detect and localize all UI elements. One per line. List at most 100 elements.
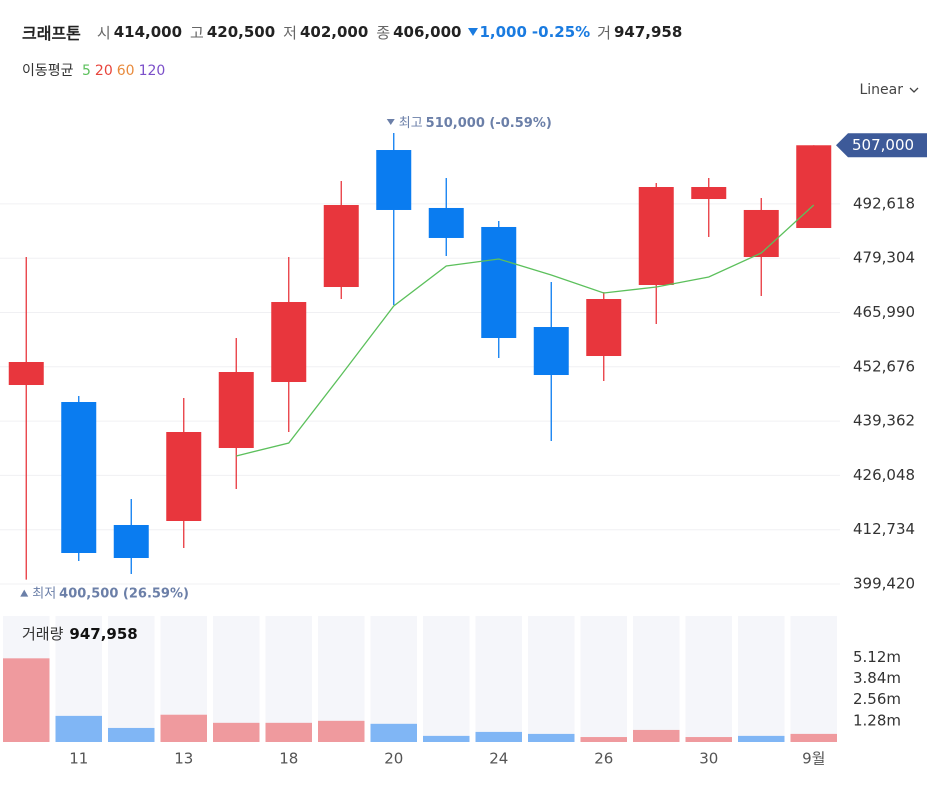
y-tick-label: 412,734: [853, 520, 915, 538]
y-tick-label: 465,990: [853, 303, 915, 321]
candle-body: [533, 327, 569, 376]
min-marker: [20, 589, 29, 597]
candle-body: [271, 302, 307, 383]
max-label: 최고: [399, 116, 423, 131]
candle-body: [638, 187, 674, 286]
y-tick-label: 439,362: [853, 412, 915, 430]
y-tick-label: 426,048: [853, 466, 915, 484]
legend-title: 이동평균: [22, 63, 74, 79]
label: 저: [283, 23, 297, 42]
legend-entry: 5: [81, 63, 91, 79]
scale-label: Linear: [859, 82, 903, 98]
volume-title-label: 거래량: [22, 625, 64, 643]
legend-entry: 120: [138, 63, 166, 79]
volume-column-bg: [738, 616, 785, 742]
candle-body: [743, 209, 779, 258]
volume-tick-label: 5.12m: [853, 648, 901, 666]
volume-bar: [55, 715, 102, 742]
value: 947,958: [613, 23, 683, 41]
x-tick-label: 13: [174, 750, 193, 768]
y-tick-label: 452,676: [853, 357, 915, 375]
volume-bar: [370, 723, 417, 742]
volume-column-bg: [3, 616, 50, 742]
x-tick-label: 30: [699, 750, 718, 768]
volume-column-bg: [160, 616, 207, 742]
volume-bar: [265, 722, 312, 742]
x-tick-label: 11: [69, 750, 88, 768]
volume-title: 거래량 947,958: [22, 625, 138, 643]
x-tick-label: 24: [489, 750, 508, 768]
min-annotation: 최저 400,500 (26.59%): [32, 586, 189, 601]
candle-body: [323, 205, 359, 288]
volume-bar: [423, 735, 470, 742]
label: 고: [190, 23, 204, 42]
volume-bar: [528, 733, 575, 742]
x-tick-label: 20: [384, 750, 403, 768]
last-price-tag: [836, 133, 927, 158]
x-tick-label: 9월: [802, 750, 825, 768]
candle-body: [166, 432, 202, 521]
volume-column-bg: [475, 616, 522, 742]
moving-average-legend: 이동평균 5 20 60 120: [22, 60, 169, 80]
volume-bar: [685, 737, 732, 742]
chevron: [909, 87, 919, 93]
volume-column-bg: [580, 616, 627, 742]
moving-average-line: [236, 204, 815, 457]
volume-column-bg: [55, 616, 102, 742]
volume-tick-label: 1.28m: [853, 711, 901, 729]
volume-bar: [580, 737, 627, 742]
volume-column-bg: [423, 616, 470, 742]
volume-bar: [108, 727, 155, 742]
max-value: 510,000 (-0.59%): [426, 116, 552, 131]
value: 420,500: [206, 23, 276, 41]
max-annotation: 최고 510,000 (-0.59%): [399, 116, 552, 131]
candle-body: [481, 226, 517, 339]
candle-body: [428, 207, 464, 238]
volume-column-bg: [108, 616, 155, 742]
max-marker: [386, 119, 395, 126]
y-tick-label: 492,618: [853, 194, 915, 212]
scale-dropdown[interactable]: Linear: [859, 82, 919, 98]
volume-column-bg: [213, 616, 260, 742]
volume-bar: [475, 731, 522, 742]
value: 414,000: [113, 23, 183, 41]
value: 406,000: [393, 23, 462, 41]
candle-body: [586, 299, 622, 357]
x-tick-label: 26: [594, 750, 613, 768]
volume-bar: [3, 658, 50, 742]
volume-column-bg: [370, 616, 417, 742]
change: 1,000: [479, 23, 527, 41]
value: 402,000: [299, 23, 369, 41]
quote-header: 크래프톤 시 414,000 고 420,500 저 402,000 종 406,000…: [22, 20, 688, 44]
y-tick-label: 399,420: [853, 574, 915, 592]
change-pct: -0.25%: [531, 23, 591, 41]
volume-tick-label: 2.56m: [853, 690, 901, 708]
volume-title-value: 947,958: [69, 625, 137, 643]
min-value: 400,500 (26.59%): [59, 586, 189, 601]
volume-bar: [213, 722, 260, 742]
volume-bar: [738, 735, 785, 742]
volume-column-bg: [318, 616, 365, 742]
volume-tick-label: 3.84m: [853, 669, 901, 687]
candle-body: [796, 145, 832, 229]
volume-column-bg: [265, 616, 312, 742]
volume-column-bg: [633, 616, 680, 742]
legend-entry: 60: [116, 63, 135, 79]
volume-bar: [633, 729, 680, 742]
label: 시: [96, 23, 111, 42]
volume-column-bg: [790, 616, 837, 742]
label: 종: [376, 23, 391, 42]
candle-body: [61, 402, 97, 553]
last-price-label: 507,000: [852, 136, 914, 154]
legend-entry: 20: [94, 63, 113, 79]
stock-name: 크래프톤: [22, 24, 81, 43]
candle-body: [218, 372, 254, 449]
candle-body: [691, 187, 727, 200]
candle-body: [8, 362, 44, 386]
min-label: 최저: [32, 586, 56, 601]
volume-column-bg: [528, 616, 575, 742]
volume-bar: [318, 720, 365, 742]
volume-column-bg: [685, 616, 732, 742]
label: 거: [597, 23, 611, 42]
